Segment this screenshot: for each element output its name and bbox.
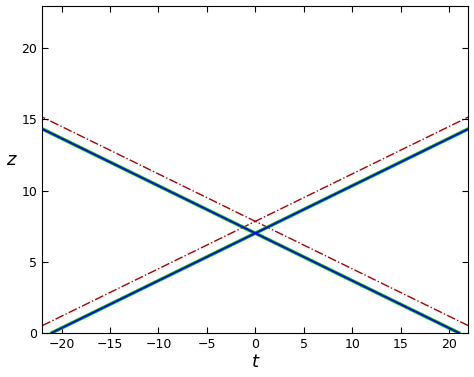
X-axis label: t: t (252, 354, 259, 371)
Y-axis label: z: z (6, 151, 15, 169)
